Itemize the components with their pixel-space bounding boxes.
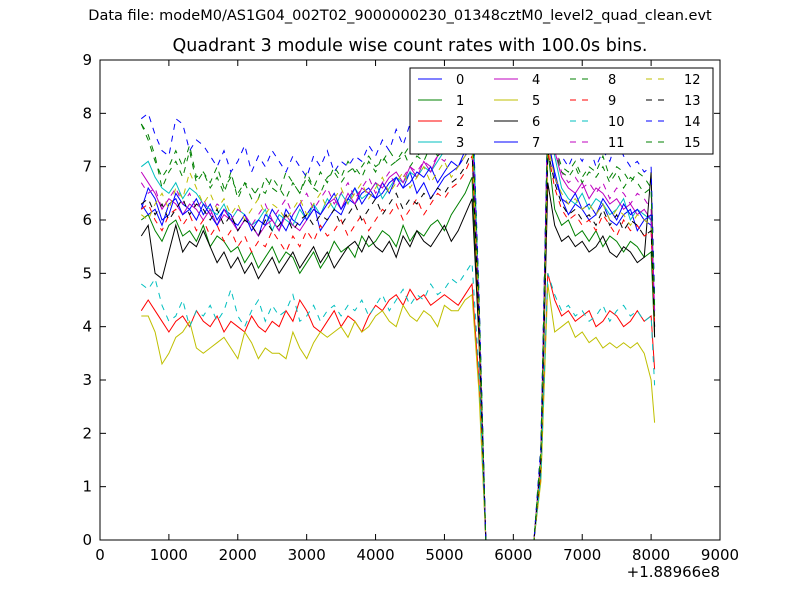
- legend-label-5: 5: [532, 94, 540, 109]
- y-tick-label: 8: [82, 104, 92, 122]
- legend-box: [409, 67, 714, 155]
- series-line-11: [140, 107, 656, 541]
- chart-title: Quadrant 3 module wise count rates with …: [172, 36, 648, 56]
- x-tick-label: 4000: [356, 546, 394, 564]
- legend-label-13: 13: [684, 94, 701, 109]
- series-line-8: [140, 113, 656, 541]
- series-line-1: [140, 150, 656, 541]
- x-tick-label: 9000: [701, 546, 739, 564]
- y-tick-label: 9: [82, 51, 92, 69]
- series-line-10: [140, 261, 656, 541]
- series-line-5: [141, 283, 656, 541]
- legend-label-0: 0: [456, 73, 464, 88]
- x-tick-label: 2000: [219, 546, 257, 564]
- x-tick-label: 7000: [563, 546, 601, 564]
- y-tick-label: 4: [82, 318, 92, 336]
- series-line-13: [140, 150, 656, 541]
- y-tick-label: 1: [82, 478, 92, 496]
- legend-label-4: 4: [532, 73, 540, 88]
- legend-label-11: 11: [608, 136, 625, 151]
- x-tick-label: 6000: [494, 546, 532, 564]
- x-tick-label: 8000: [632, 546, 670, 564]
- series-layer: [140, 86, 656, 541]
- legend-label-10: 10: [608, 115, 625, 130]
- plot-frame: [99, 59, 721, 541]
- x-tick-label: 0: [95, 546, 105, 564]
- series-line-3: [140, 86, 656, 541]
- legend-label-3: 3: [456, 136, 464, 151]
- series-line-6: [140, 171, 656, 541]
- legend-label-8: 8: [608, 73, 616, 88]
- y-tick-label: 5: [82, 264, 92, 282]
- legend-label-12: 12: [684, 73, 701, 88]
- axis-ticks: 0 1000 2000 3000 4000 5000 6000 7000 8000 9000012…: [82, 51, 739, 564]
- series-line-12: [140, 139, 656, 541]
- series-line-9: [140, 150, 656, 541]
- legend-label-6: 6: [532, 115, 540, 130]
- y-tick-label: 0: [82, 531, 92, 549]
- y-tick-label: 2: [82, 424, 92, 442]
- y-tick-label: 7: [82, 158, 92, 176]
- x-tick-label: 3000: [288, 546, 326, 564]
- x-offset-label: +1.88966e8: [627, 563, 720, 581]
- data-file-header: Data file: modeM0/AS1G04_002T02_90000002…: [88, 8, 712, 24]
- series-line-15: [140, 113, 656, 541]
- legend-label-1: 1: [456, 94, 464, 109]
- series-line-2: [140, 273, 656, 541]
- y-tick-label: 3: [82, 371, 92, 389]
- legend-label-2: 2: [456, 115, 464, 130]
- legend-label-7: 7: [532, 136, 540, 151]
- x-tick-label: 1000: [150, 546, 188, 564]
- x-tick-label: 5000: [425, 546, 463, 564]
- legend-label-14: 14: [684, 115, 701, 130]
- y-tick-label: 6: [82, 211, 92, 229]
- legend-label-9: 9: [608, 94, 616, 109]
- series-line-7: [140, 134, 656, 541]
- series-line-14: [140, 90, 656, 541]
- legend-label-15: 15: [684, 136, 701, 151]
